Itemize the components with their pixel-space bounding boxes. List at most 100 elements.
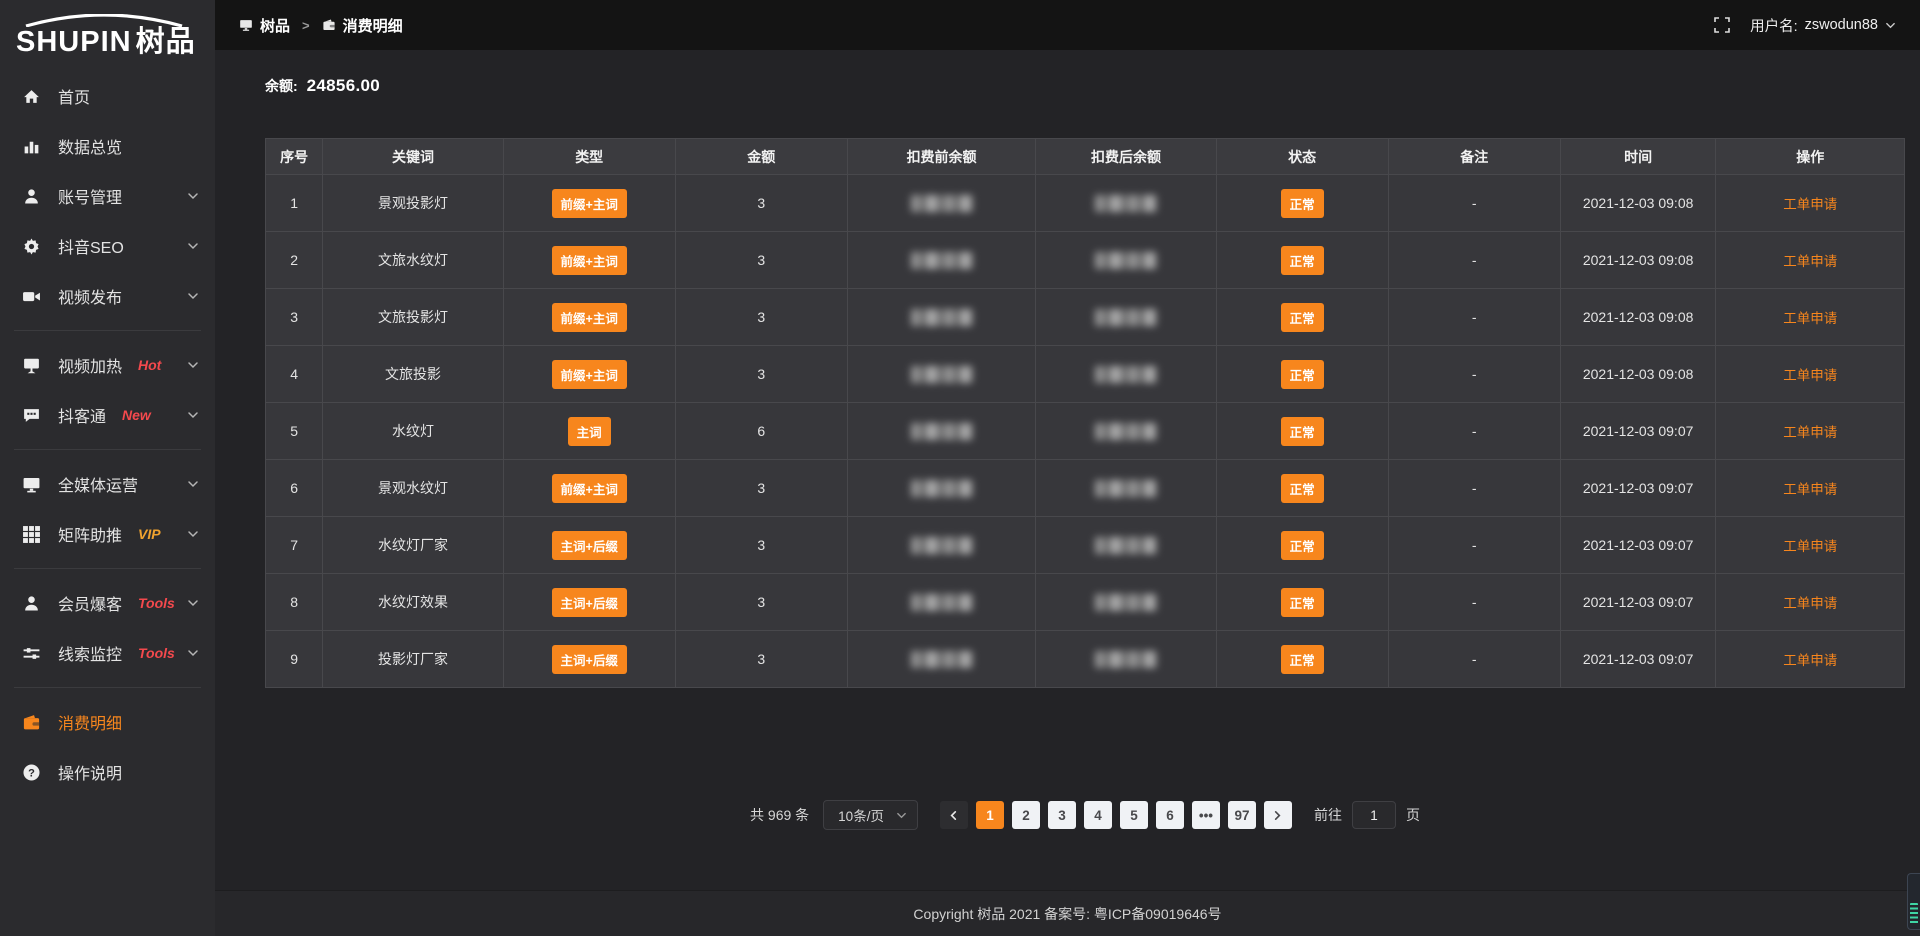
- sidebar-item-douketong[interactable]: 抖客通 New: [0, 390, 215, 440]
- page-button-4[interactable]: 4: [1083, 801, 1112, 829]
- page-button-3[interactable]: 3: [1047, 801, 1076, 829]
- sidebar-item-label: 会员爆客: [58, 597, 123, 615]
- type-badge: 主词: [567, 416, 611, 446]
- column-header: 关键词: [322, 138, 504, 175]
- chevron-down-icon: [187, 190, 199, 202]
- sidebar-menu: 首页数据总览账号管理抖音SEO 视频发布视频加热 Hot 抖客通 New 全媒体运营矩阵助…: [0, 61, 215, 797]
- status-badge: 正常: [1280, 302, 1324, 332]
- sidebar-item-member-burst[interactable]: 会员爆客 Tools: [0, 578, 215, 628]
- wallet-icon: [322, 18, 336, 32]
- sidebar-item-label: 操作说明: [58, 766, 123, 784]
- sidebar-item-video-heat[interactable]: 视频加热 Hot: [0, 340, 215, 390]
- cell-amount: 3: [674, 459, 848, 517]
- cell-balance-before: [846, 174, 1037, 232]
- cell-status: 正常: [1215, 516, 1389, 574]
- sidebar-item-label: 视频加热: [58, 359, 123, 377]
- masked-balance-after: [1094, 536, 1157, 554]
- page-button-2[interactable]: 2: [1011, 801, 1040, 829]
- ticket-apply-link[interactable]: 工单申请: [1783, 596, 1838, 611]
- sidebar-item-label: 全媒体运营: [58, 478, 139, 496]
- sidebar-item-video-publish[interactable]: 视频发布: [0, 271, 215, 321]
- sliders-icon: [22, 644, 41, 663]
- sidebar-item-operation-guide[interactable]: ? 操作说明: [0, 747, 215, 797]
- page-size-select[interactable]: 10条/页: [823, 800, 918, 830]
- brand-name: SHUPIN 树品: [16, 27, 215, 57]
- cell-remark: -: [1387, 402, 1561, 460]
- cell-time: 2021-12-03 09:08: [1559, 288, 1717, 346]
- column-header: 序号: [264, 138, 324, 175]
- cell-time: 2021-12-03 09:07: [1559, 402, 1717, 460]
- sidebar-item-consume-detail[interactable]: 消费明细: [0, 697, 215, 747]
- sidebar-item-douyin-seo[interactable]: 抖音SEO: [0, 221, 215, 271]
- cell-status: 正常: [1215, 231, 1389, 289]
- content: 余额: 24856.00 序号 关键词 类型 金额 扣费前余额 扣费后余额 状态 备注 时间 操作…: [215, 50, 1920, 890]
- chevron-down-icon: [187, 240, 199, 252]
- cell-remark: -: [1387, 459, 1561, 517]
- masked-balance-before: [910, 650, 973, 668]
- sidebar: SHUPIN 树品 首页数据总览账号管理抖音SEO 视频发布视频加热 Hot 抖客通 Ne…: [0, 0, 215, 936]
- ticket-apply-link[interactable]: 工单申请: [1783, 539, 1838, 554]
- page-button-97[interactable]: 97: [1227, 801, 1256, 829]
- cell-remark: -: [1387, 174, 1561, 232]
- cell-action: 工单申请: [1715, 516, 1905, 574]
- cell-status: 正常: [1215, 288, 1389, 346]
- ticket-apply-link[interactable]: 工单申请: [1783, 425, 1838, 440]
- prev-page-button[interactable]: [939, 801, 968, 829]
- ticket-apply-link[interactable]: 工单申请: [1783, 482, 1838, 497]
- sidebar-item-clue-monitor[interactable]: 线索监控 Tools: [0, 628, 215, 678]
- cell-keyword: 文旅投影灯: [322, 288, 504, 346]
- sidebar-item-data-overview[interactable]: 数据总览: [0, 121, 215, 171]
- video-camera-icon: [22, 287, 41, 306]
- user-dropdown[interactable]: 用户名: zswodun88: [1750, 15, 1896, 36]
- page-button-6[interactable]: 6: [1155, 801, 1184, 829]
- next-page-button[interactable]: [1263, 801, 1292, 829]
- cell-balance-before: [846, 573, 1037, 631]
- chevron-down-icon: [1885, 20, 1896, 31]
- page-ellipsis-button[interactable]: •••: [1191, 801, 1220, 829]
- cell-balance-before: [846, 402, 1037, 460]
- status-badge: 正常: [1280, 473, 1324, 503]
- sidebar-item-all-media[interactable]: 全媒体运营: [0, 459, 215, 509]
- cell-type: 前缀+主词: [502, 231, 676, 289]
- sidebar-item-label: 抖音SEO: [58, 240, 124, 258]
- breadcrumb-item-shupin[interactable]: 树品: [239, 15, 290, 36]
- table-body: 1 景观投影灯 前缀+主词 3 正常 -2021-12-03 09:08 工单申请 2 文旅水纹…: [264, 174, 1905, 688]
- type-badge: 前缀+主词: [551, 359, 627, 389]
- footer: Copyright 树品 2021 备案号: 粤ICP备09019646号: [215, 890, 1920, 936]
- column-header: 状态: [1215, 138, 1389, 175]
- chevron-down-icon: [187, 359, 199, 371]
- sidebar-item-label: 矩阵助推: [58, 528, 123, 546]
- ticket-apply-link[interactable]: 工单申请: [1783, 197, 1838, 212]
- cell-action: 工单申请: [1715, 288, 1905, 346]
- goto-page-input[interactable]: [1351, 801, 1396, 829]
- goto-page: 前往 页: [1314, 801, 1420, 829]
- table-row: 5 水纹灯 主词 6 正常 -2021-12-03 09:07 工单申请: [264, 402, 1905, 460]
- masked-balance-before: [910, 536, 973, 554]
- chevron-down-icon: [187, 528, 199, 540]
- page-button-5[interactable]: 5: [1119, 801, 1148, 829]
- cell-keyword: 景观投影灯: [322, 174, 504, 232]
- sidebar-item-matrix-boost[interactable]: 矩阵助推 VIP: [0, 509, 215, 559]
- cell-keyword: 水纹灯厂家: [322, 516, 504, 574]
- cell-index: 4: [264, 345, 324, 403]
- ticket-apply-link[interactable]: 工单申请: [1783, 254, 1838, 269]
- page-button-1[interactable]: 1: [975, 801, 1004, 829]
- sidebar-item-home[interactable]: 首页: [0, 71, 215, 121]
- cell-index: 1: [264, 174, 324, 232]
- ticket-apply-link[interactable]: 工单申请: [1783, 311, 1838, 326]
- breadcrumb-item-consume-detail[interactable]: 消费明细: [322, 15, 403, 36]
- question-icon: ?: [22, 763, 41, 782]
- sidebar-item-account-manage[interactable]: 账号管理: [0, 171, 215, 221]
- masked-balance-after: [1094, 650, 1157, 668]
- goto-suffix: 页: [1405, 807, 1420, 823]
- fullscreen-icon[interactable]: [1714, 17, 1730, 33]
- masked-balance-after: [1094, 251, 1157, 269]
- sidebar-item-label: 首页: [58, 90, 91, 108]
- status-badge: 正常: [1280, 530, 1324, 560]
- browser-extension-widget[interactable]: [1907, 873, 1920, 930]
- cell-keyword: 景观水纹灯: [322, 459, 504, 517]
- ticket-apply-link[interactable]: 工单申请: [1783, 653, 1838, 668]
- sidebar-item-label: 数据总览: [58, 140, 123, 158]
- masked-balance-after: [1094, 194, 1157, 212]
- ticket-apply-link[interactable]: 工单申请: [1783, 368, 1838, 383]
